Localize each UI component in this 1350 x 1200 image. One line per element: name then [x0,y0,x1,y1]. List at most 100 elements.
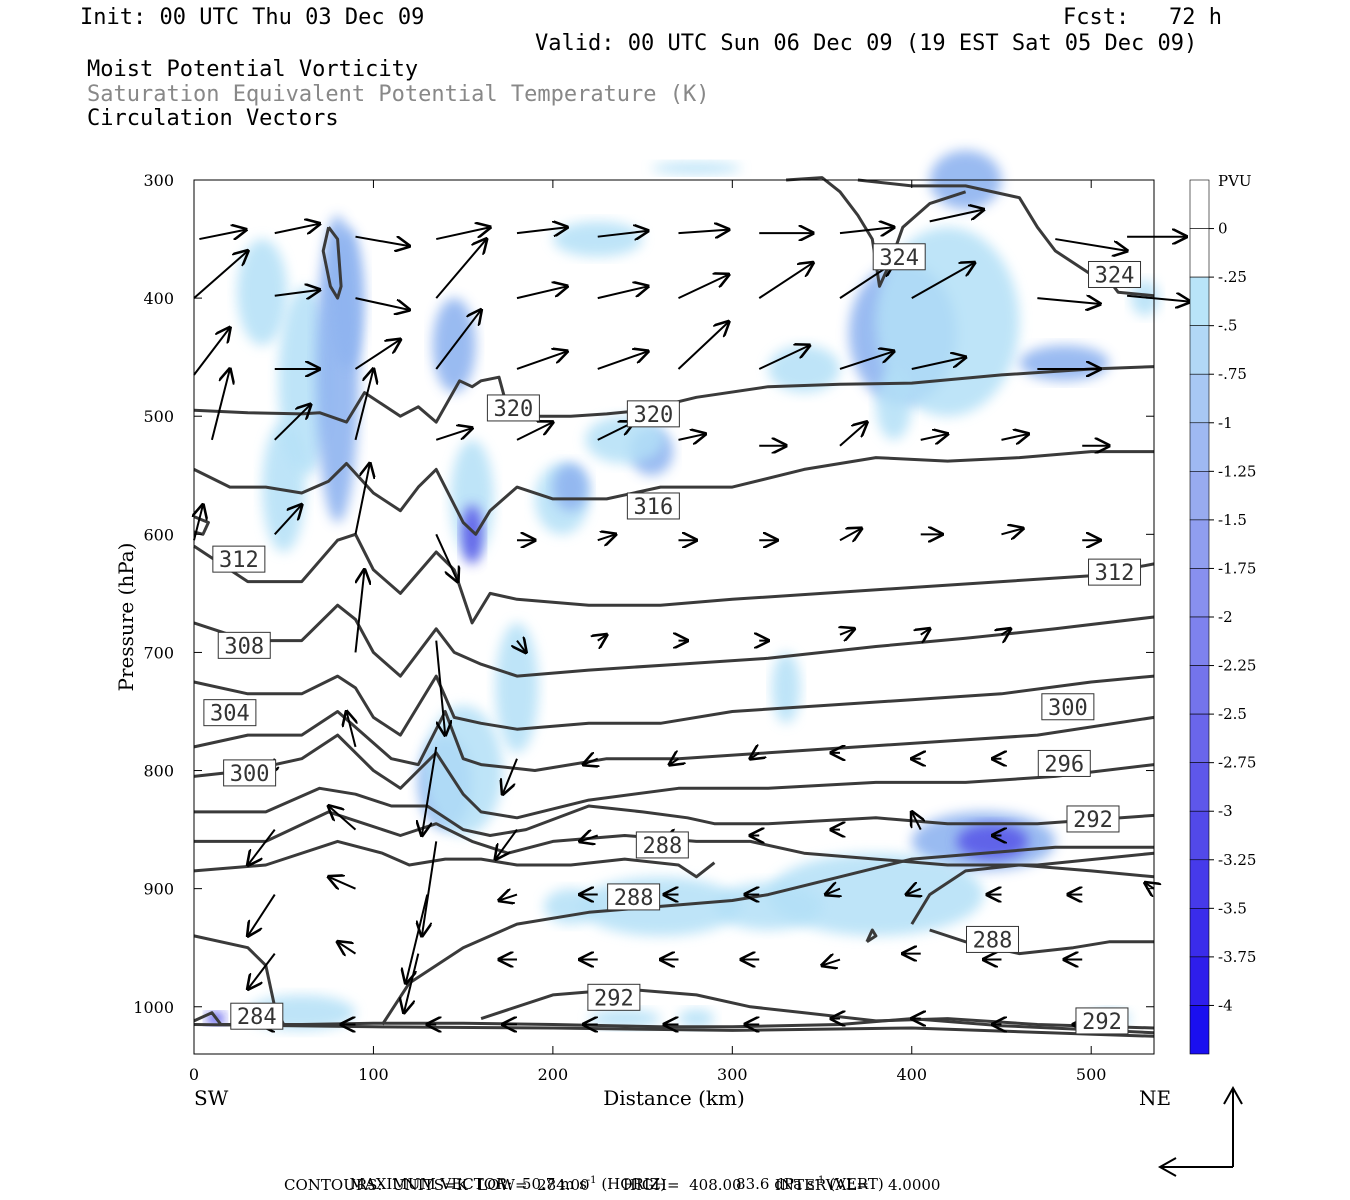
contour-label-box-16 [587,983,641,1011]
colorbar-bin-8 [1189,568,1210,618]
contour-label-box-1 [1088,260,1142,288]
footer-horiz: (HORIZ) [601,1175,667,1193]
colorbar: PVU 0 -.25 -.5 -.75 -1 -1.25 -1.5 -1.75 -2 -2.25 -2… [1189,172,1256,1055]
x-tick-label-300: 300 [717,1065,748,1084]
colorbar-label-8: -2 [1218,608,1233,626]
contour-label-box-12 [1066,805,1120,833]
colorbar-bin-12 [1189,762,1210,812]
contour-label-box-2 [486,394,540,422]
colorbar-bin-2 [1189,276,1210,326]
vector-50 [435,533,458,581]
colorbar-bin-11 [1189,713,1210,763]
colorbar-bin-13 [1189,810,1210,861]
vector-45 [920,434,948,440]
y-axis-label: Pressure (hPa) [114,543,138,692]
x-tick-label-100: 100 [358,1065,389,1084]
x-end-label-left: SW [194,1086,229,1110]
contour-label-box-11 [1037,749,1091,777]
title-pv: Moist Potential Vorticity [87,57,419,82]
vector-65 [840,629,854,635]
vector-73 [670,759,679,765]
y-tick-label-700: 700 [143,643,174,662]
vector-42 [678,434,705,440]
contour-label-18: 292 [1082,1010,1122,1035]
colorbar-bin-0 [1189,179,1210,229]
vector-86 [912,812,921,831]
colorbar-bin-15 [1189,908,1210,958]
contour-label-2: 320 [494,397,534,422]
pv-area-27 [714,882,823,930]
contour-label-box-18 [1075,1007,1129,1035]
y-tick-label-600: 600 [143,525,174,544]
pv-area-6 [450,439,494,558]
colorbar-label-14: -3.5 [1218,899,1247,917]
colorbar-label-12: -3 [1218,802,1233,820]
colorbar-label-16: -4 [1218,996,1233,1014]
y-tick-label-300: 300 [143,171,174,190]
vector-4 [516,227,567,233]
pv-area-7 [461,504,483,564]
vector-44 [839,422,867,447]
vector-91 [499,895,518,901]
pv-shading [206,150,1160,1031]
y-tick-label-500: 500 [143,407,174,426]
contour-line-0 [193,365,1155,424]
vector-90 [406,894,429,984]
vector-28 [354,339,400,370]
colorbar-bin-6 [1189,471,1210,521]
vector-79 [329,806,357,831]
vector-25 [210,369,230,441]
footer-exp-1: -1 [586,1175,597,1186]
contour-label-10: 300 [1048,696,1088,721]
x-axis-label: Distance (km) [603,1086,745,1110]
plot-frame [193,179,1155,1055]
vector-57 [1001,528,1023,534]
vector-0 [199,230,246,239]
colorbar-bin-17 [1189,1005,1210,1055]
pv-area-19 [875,227,1020,417]
vector-33 [758,345,809,370]
vector-14 [355,297,409,310]
vector-15 [435,239,486,299]
vector-24 [193,328,230,376]
colorbar-bin-7 [1189,519,1210,569]
colorbar-bin-16 [1189,956,1210,1006]
vector-19 [758,263,813,299]
colorbar-unit: PVU [1218,172,1252,190]
vector-17 [597,286,648,300]
colorbar-label-13: -3.25 [1218,851,1256,869]
colorbar-label-6: -1.5 [1218,511,1247,529]
vector-3 [436,227,490,241]
contour-label-box-5 [212,545,266,573]
x-tick-label-0: 0 [189,1065,199,1084]
vector-32 [677,322,728,370]
colorbar-label-9: -2.25 [1218,657,1256,675]
footer-vert: (VERT) [829,1175,884,1193]
footer-contours: CONTOURS: UNITS=K LOW= 284.00 HIGH= 408.… [284,1176,941,1194]
vector-100 [248,953,276,989]
vector-102 [404,953,420,1013]
pv-area-4 [328,227,365,369]
pv-area-21 [875,368,912,440]
vector-30 [516,351,567,370]
colorbar-label-0: 0 [1218,220,1228,238]
vector-99 [1145,883,1154,889]
pv-area-32 [588,1009,661,1029]
contour-line-3 [193,603,1155,678]
vector-95 [826,889,840,895]
vector-39 [435,428,472,441]
vector-107 [822,960,841,966]
theta-es-contours [193,176,1155,1038]
contour-line-5 [193,710,1155,772]
x-tick-label-500: 500 [1076,1065,1107,1084]
vector-74 [750,753,759,759]
contour-label-box-13 [635,831,689,859]
contour-line-17 [321,226,343,300]
contour-line-12 [910,863,1155,925]
vector-9 [929,210,984,223]
vector-71 [503,758,518,794]
axes: 0 100 200 300 400 500 300 400 500 600 700 800 900 100… [114,171,1171,1110]
vector-80 [422,841,438,935]
vector-66 [921,629,930,635]
